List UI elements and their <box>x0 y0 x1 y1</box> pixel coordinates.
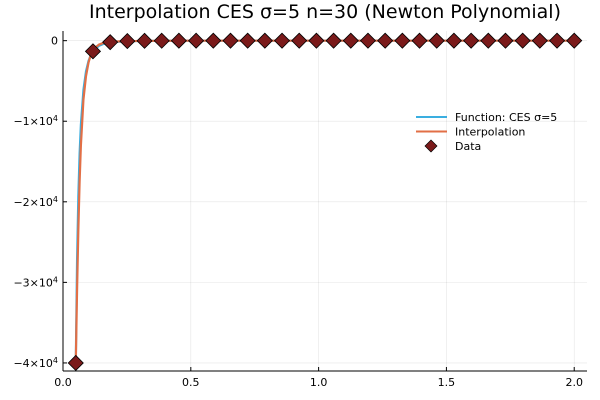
data-point-24 <box>480 32 497 49</box>
data-point-9 <box>222 32 239 49</box>
y-tick-label-1: −1×104 <box>13 114 58 129</box>
data-point-1 <box>84 43 102 60</box>
data-point-29 <box>566 32 583 49</box>
legend-label-1: Interpolation <box>455 126 525 139</box>
y-tick-label-4: −4×104 <box>13 355 58 370</box>
data-point-17 <box>359 32 377 49</box>
data-point-10 <box>239 32 256 49</box>
data-point-7 <box>188 32 205 49</box>
tick-labels: 0.0 0.5 1.0 1.5 2.0 0 −1×104 −2×104 −3×104 −4×104 <box>13 35 583 389</box>
axes <box>62 31 587 372</box>
data-point-21 <box>428 32 445 49</box>
legend-label-2: Data <box>455 140 481 153</box>
data-point-23 <box>463 32 480 49</box>
grid <box>62 31 587 371</box>
x-tick-label-1: 0.5 <box>182 376 200 389</box>
y-tick-label-3: −3×104 <box>13 275 58 290</box>
data-point-15 <box>325 32 342 49</box>
x-tick-label-2: 1.0 <box>310 376 328 389</box>
data-point-19 <box>394 32 411 49</box>
legend-marker-2 <box>424 139 438 153</box>
data-point-0 <box>67 354 84 372</box>
data-point-14 <box>308 32 325 49</box>
data-point-12 <box>273 32 291 49</box>
y-tick-label-2: −2×104 <box>13 194 58 209</box>
data-point-28 <box>548 32 566 49</box>
data-point-22 <box>445 32 462 49</box>
data-point-3 <box>119 33 136 50</box>
data-point-25 <box>497 32 514 49</box>
data-point-27 <box>531 32 548 49</box>
data-point-6 <box>170 32 187 49</box>
data-point-13 <box>291 32 308 49</box>
x-tick-label-0: 0.0 <box>54 376 72 389</box>
x-tick-label-4: 2.0 <box>565 376 583 389</box>
data-point-4 <box>136 32 153 49</box>
y-tick-label-0: 0 <box>51 35 58 48</box>
data-point-16 <box>342 32 359 49</box>
x-tick-label-3: 1.5 <box>438 376 456 389</box>
data-point-20 <box>411 32 428 49</box>
data-point-11 <box>256 32 273 49</box>
legend-label-0: Function: CES σ=5 <box>455 111 557 124</box>
data-point-26 <box>514 32 531 49</box>
data-point-5 <box>153 32 170 49</box>
plot-area <box>67 32 583 372</box>
data-point-8 <box>205 32 222 49</box>
data-point-2 <box>102 34 119 51</box>
chart-title: Interpolation CES σ=5 n=30 (Newton Polyn… <box>89 1 561 23</box>
data-point-18 <box>377 32 394 49</box>
